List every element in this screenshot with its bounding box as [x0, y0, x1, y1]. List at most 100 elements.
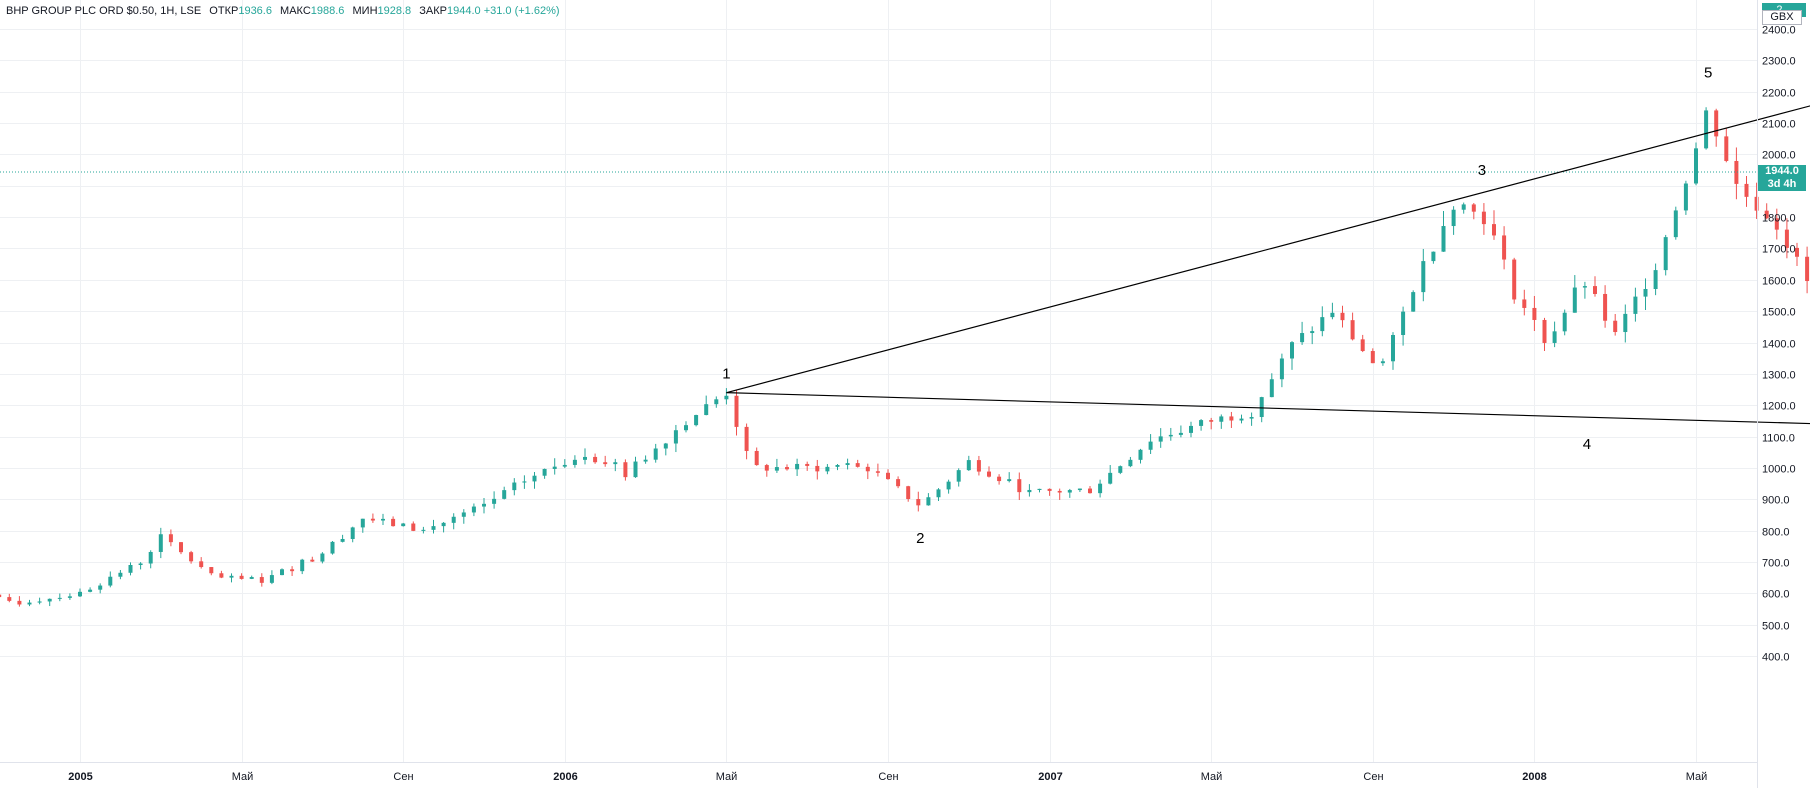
lower-line[interactable]	[726, 392, 1810, 440]
candle	[7, 593, 12, 603]
candle	[78, 588, 82, 598]
candle	[1572, 275, 1577, 313]
candle	[542, 468, 547, 479]
candle	[1774, 208, 1779, 240]
candle	[976, 455, 981, 476]
currency-badge[interactable]: GBX	[1762, 10, 1802, 25]
candle	[663, 442, 668, 456]
y-tick-label: 2300.0	[1762, 56, 1796, 68]
candle	[340, 534, 345, 543]
x-tick-label: Май	[232, 771, 254, 783]
symbol-title[interactable]: BHP GROUP PLC ORD $0.50, 1Н, LSE	[6, 5, 202, 17]
candle	[1683, 180, 1688, 215]
y-tick-label: 900.0	[1762, 495, 1790, 507]
candle	[552, 458, 557, 475]
candle	[1027, 484, 1032, 497]
candle	[1401, 306, 1406, 346]
candle	[189, 550, 194, 564]
high-label: МАКС	[280, 5, 311, 17]
candle	[1694, 142, 1698, 186]
candle	[239, 573, 244, 580]
wave-label-1[interactable]: 1	[722, 366, 730, 383]
candle	[502, 486, 507, 500]
candle	[1148, 434, 1153, 455]
candle	[37, 597, 42, 605]
candle	[744, 423, 749, 460]
candle	[1714, 108, 1719, 147]
candle	[280, 568, 284, 576]
candle	[1047, 488, 1052, 496]
candle	[310, 556, 315, 562]
candle	[633, 456, 638, 478]
wave-label-5[interactable]: 5	[1704, 65, 1712, 82]
candle	[815, 459, 820, 480]
candle	[774, 458, 779, 473]
candle	[673, 424, 678, 453]
candle	[27, 599, 32, 607]
y-tick-label: 400.0	[1762, 652, 1790, 664]
candle	[411, 521, 416, 532]
candle	[1411, 290, 1416, 312]
y-tick-label: 1800.0	[1762, 213, 1796, 225]
wave-label-4[interactable]: 4	[1583, 436, 1591, 453]
candle	[1077, 488, 1082, 492]
wave-label-3[interactable]: 3	[1478, 162, 1486, 179]
candle	[370, 513, 375, 523]
y-tick-label: 2100.0	[1762, 119, 1796, 131]
x-tick-label: 2008	[1522, 771, 1546, 783]
x-tick-label: 2005	[68, 771, 92, 783]
candle	[754, 447, 759, 466]
candle	[936, 488, 941, 502]
y-tick-label: 1500.0	[1762, 307, 1796, 319]
countdown-value: 3d 4h	[1767, 177, 1797, 190]
candle	[704, 395, 709, 416]
candle	[1158, 428, 1163, 448]
trendlines[interactable]	[726, 67, 1810, 440]
candle	[532, 472, 537, 489]
candle	[421, 526, 426, 534]
candle	[1542, 317, 1547, 352]
candle	[492, 491, 497, 509]
candle	[1189, 421, 1193, 438]
candle	[1239, 414, 1244, 424]
wave-label-2[interactable]: 2	[916, 530, 924, 547]
candle	[461, 509, 466, 524]
candle	[896, 476, 901, 489]
y-tick-label: 1000.0	[1762, 464, 1796, 476]
candle	[320, 552, 325, 564]
candle	[360, 518, 365, 533]
candle	[1734, 147, 1739, 200]
y-tick-label: 1400.0	[1762, 339, 1796, 351]
candle	[1310, 326, 1315, 345]
candle	[1653, 263, 1658, 296]
candle	[1481, 203, 1486, 235]
candle	[795, 458, 800, 476]
candle	[128, 562, 133, 576]
candle	[1512, 257, 1517, 304]
candle	[613, 458, 618, 472]
y-tick-label: 700.0	[1762, 558, 1790, 570]
candle	[956, 468, 961, 487]
close-value: 1944.0	[446, 5, 481, 17]
y-tick-label: 1300.0	[1762, 370, 1796, 382]
symbol-header[interactable]: BHP GROUP PLC ORD $0.50, 1Н, LSE ОТКР193…	[6, 5, 560, 17]
candle	[593, 453, 598, 464]
candle	[1784, 218, 1789, 259]
candle	[1613, 313, 1618, 336]
candle	[562, 459, 567, 469]
candle	[1178, 425, 1183, 438]
candle	[1057, 488, 1062, 500]
x-tick-label: Сен	[878, 771, 898, 783]
y-tick-label: 2200.0	[1762, 88, 1796, 100]
upper-line[interactable]	[726, 67, 1810, 394]
candle	[88, 587, 93, 593]
wave-labels: 1 2 3 4 5	[722, 65, 1712, 547]
candle	[1300, 321, 1305, 345]
candle	[1532, 295, 1537, 332]
candle	[482, 497, 486, 514]
candle	[451, 513, 456, 530]
candle	[330, 540, 335, 555]
candle	[684, 421, 688, 433]
